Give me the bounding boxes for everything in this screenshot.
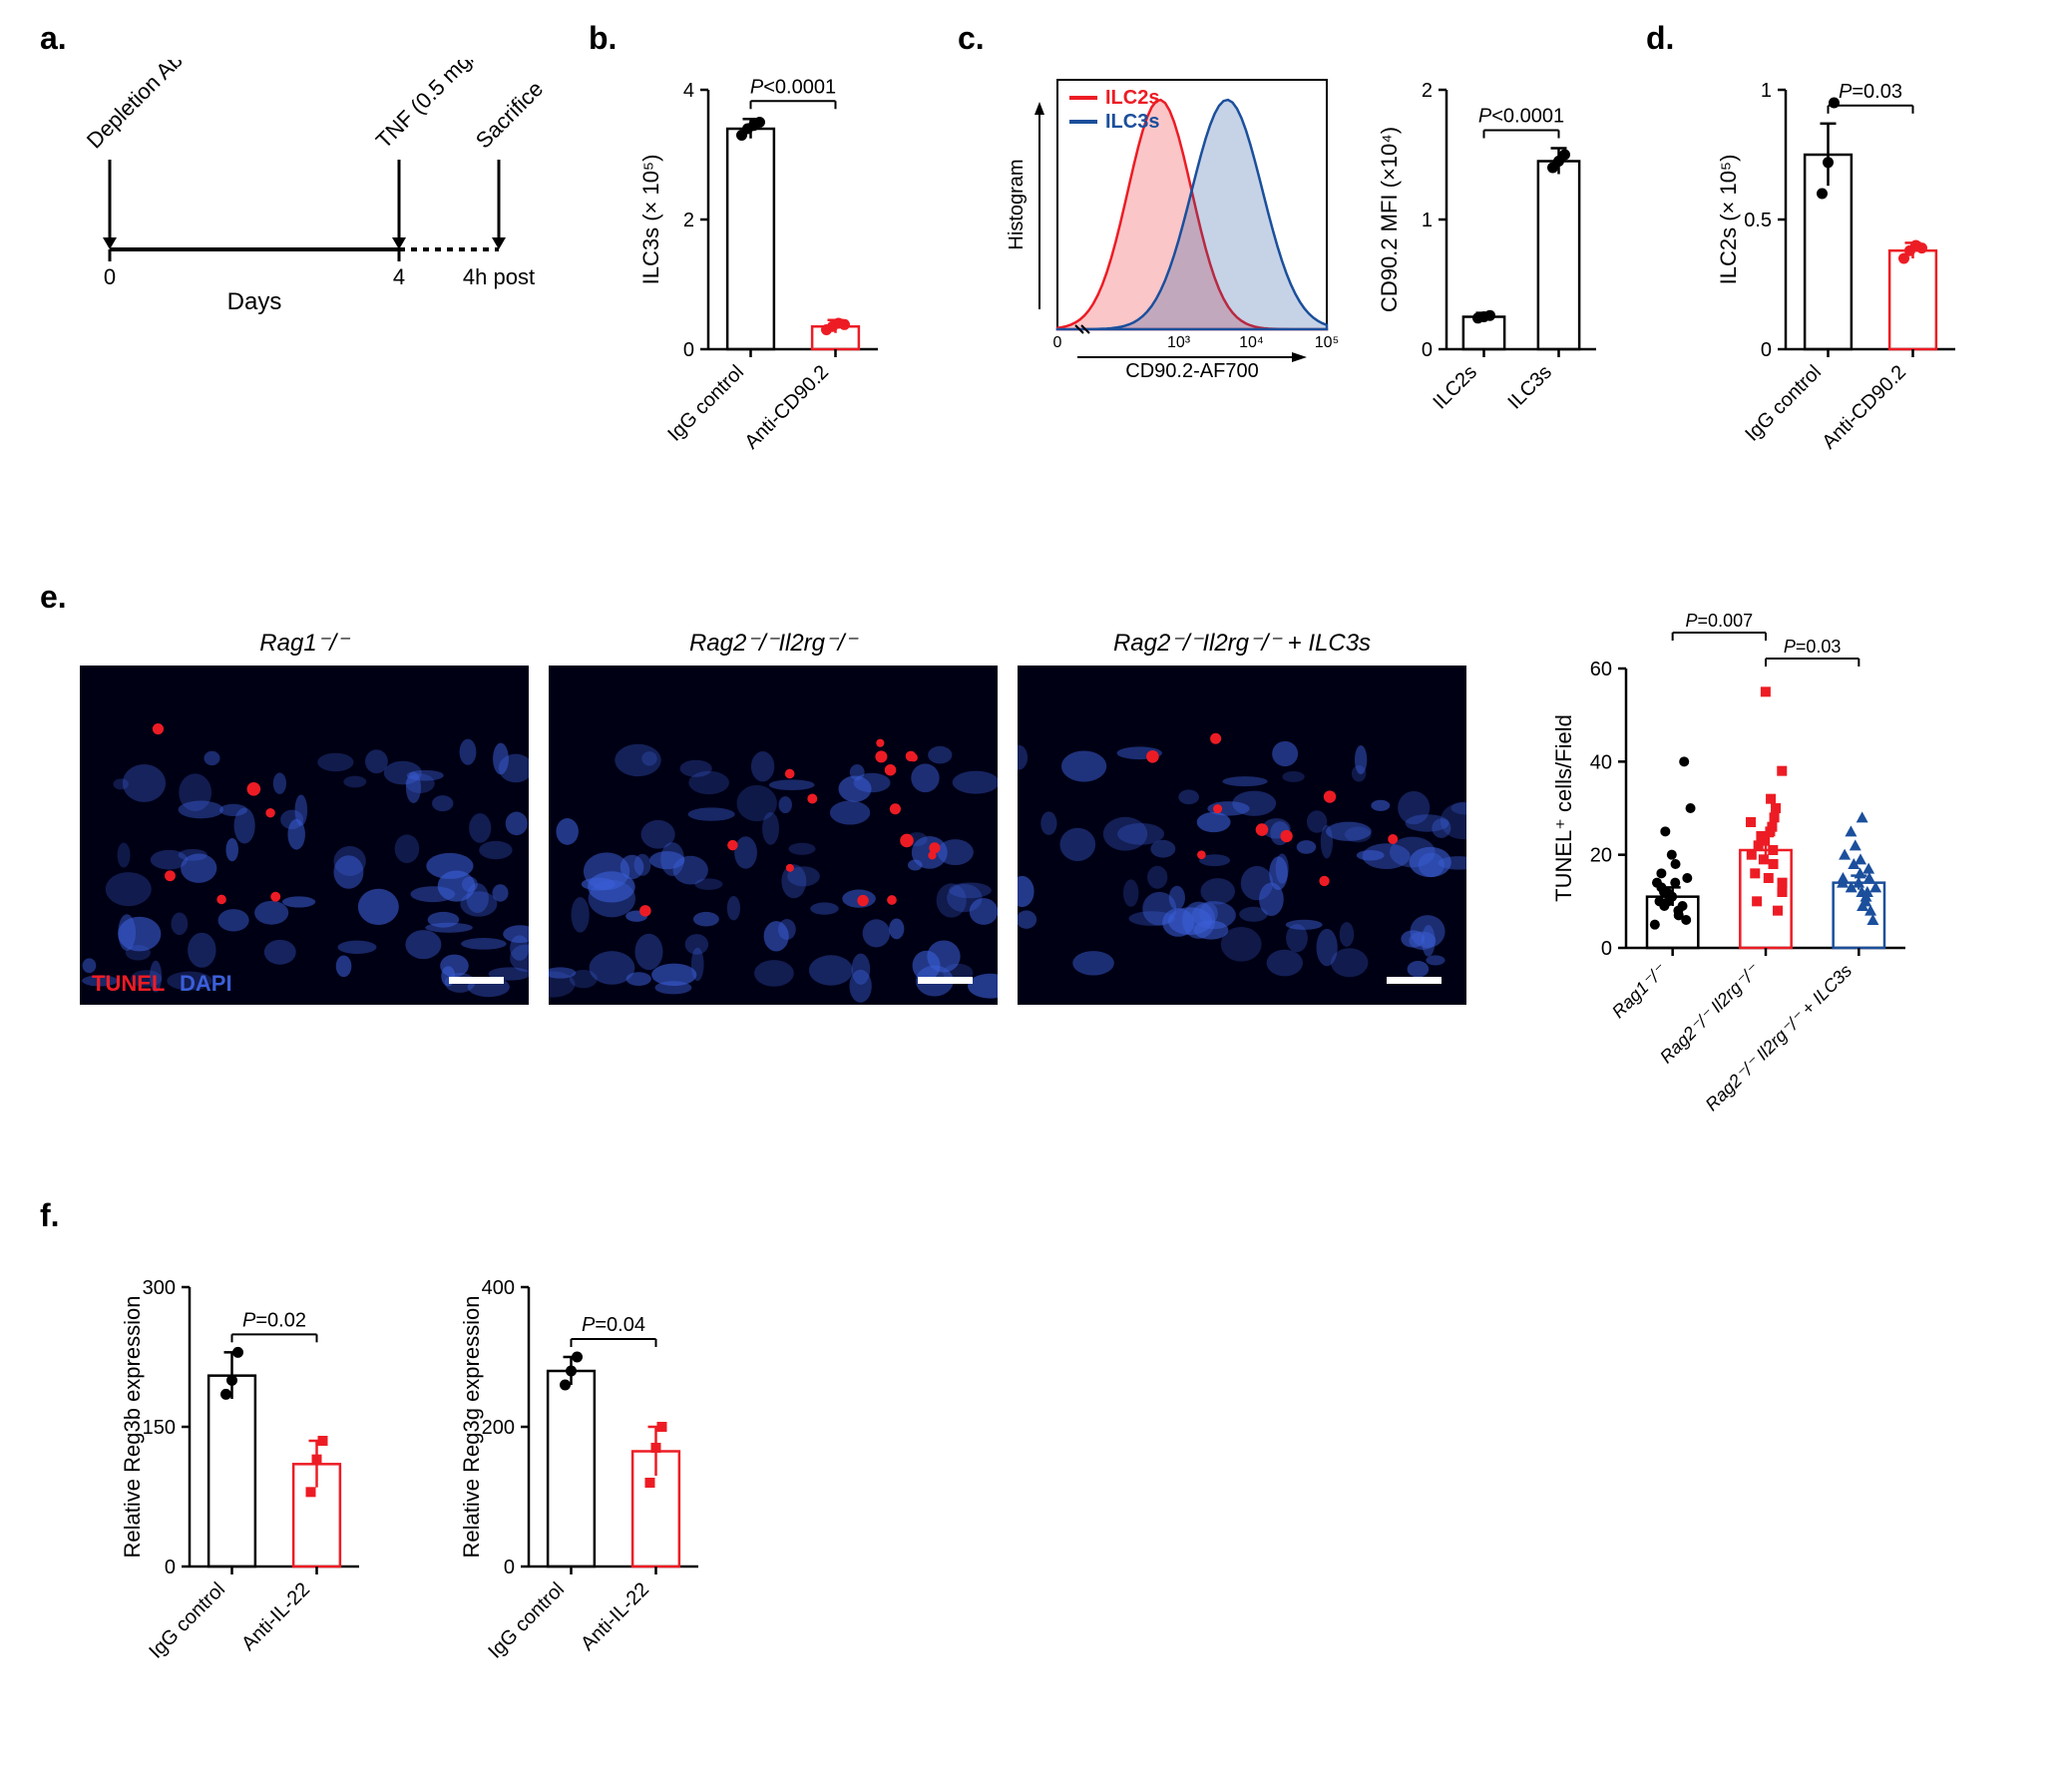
svg-text:150: 150 — [143, 1417, 176, 1439]
panel-label-a: a. — [40, 20, 67, 57]
svg-text:IgG control: IgG control — [1741, 361, 1826, 446]
svg-text:IgG control: IgG control — [484, 1578, 569, 1663]
svg-text:ILC2s: ILC2s — [1430, 361, 1482, 414]
svg-text:IgG control: IgG control — [145, 1578, 229, 1663]
svg-text:P=0.007: P=0.007 — [1686, 611, 1754, 631]
svg-text:2: 2 — [683, 210, 694, 231]
svg-text:0: 0 — [104, 264, 116, 289]
svg-text:60: 60 — [1590, 659, 1612, 680]
svg-text:Rag1⁻/⁻: Rag1⁻/⁻ — [1608, 960, 1671, 1023]
svg-text:Relative Reg3g expression: Relative Reg3g expression — [459, 1296, 484, 1559]
svg-text:Histogram: Histogram — [1006, 159, 1028, 249]
panel-c-bar-chart: 0 1 2 CD90.2 MFI (×10⁴) ILC2s ILC3s P<0.0001 — [1367, 50, 1626, 519]
histology-title: Rag1⁻/⁻ — [80, 629, 529, 658]
svg-text:0: 0 — [1053, 334, 1062, 351]
svg-text:Anti-IL-22: Anti-IL-22 — [577, 1578, 653, 1655]
histology-image-2: Rag2⁻/⁻Il2rg⁻/⁻ + ILC3s — [1018, 629, 1466, 1010]
svg-text:P<0.0001: P<0.0001 — [1478, 106, 1564, 128]
svg-text:200: 200 — [482, 1417, 515, 1439]
svg-text:Anti-CD90.2: Anti-CD90.2 — [740, 361, 833, 454]
svg-text:ILC2s: ILC2s — [1105, 87, 1159, 109]
svg-text:0: 0 — [504, 1557, 515, 1578]
svg-text:Anti-CD90.2: Anti-CD90.2 — [1818, 361, 1910, 454]
svg-text:CD90.2-AF700: CD90.2-AF700 — [1125, 360, 1258, 382]
histology-image-0: Rag1⁻/⁻ TUNEL DAPI — [80, 629, 529, 1010]
panel-e-images: Rag1⁻/⁻ TUNEL DAPI Rag2⁻/⁻Il2rg⁻/⁻ Rag2⁻/⁻Il… — [80, 629, 1486, 1010]
panel-c-histogram: Histogram CD90.2-AF700 0 10³ 10⁴ 10⁵ ILC2sILC3… — [998, 60, 1357, 389]
svg-text:300: 300 — [143, 1277, 176, 1299]
svg-text:10⁴: 10⁴ — [1239, 334, 1264, 351]
svg-text:0: 0 — [683, 339, 694, 361]
svg-text:P=0.03: P=0.03 — [1784, 637, 1842, 657]
histology-title: Rag2⁻/⁻Il2rg⁻/⁻ — [549, 629, 998, 658]
svg-text:P=0.03: P=0.03 — [1839, 81, 1902, 103]
histology-image-1: Rag2⁻/⁻Il2rg⁻/⁻ — [549, 629, 998, 1010]
svg-text:0: 0 — [1761, 339, 1772, 361]
svg-text:0: 0 — [165, 1557, 176, 1578]
svg-text:20: 20 — [1590, 845, 1612, 867]
svg-text:CD90.2 MFI (×10⁴): CD90.2 MFI (×10⁴) — [1377, 127, 1402, 312]
svg-text:IgG control: IgG control — [663, 361, 748, 446]
svg-text:ILC2s (× 10⁵): ILC2s (× 10⁵) — [1716, 155, 1741, 285]
panel-label-d: d. — [1646, 20, 1674, 57]
svg-text:4h post: 4h post — [463, 264, 535, 289]
svg-text:ILC3s (× 10⁵): ILC3s (× 10⁵) — [638, 155, 663, 285]
svg-text:1: 1 — [1422, 210, 1433, 231]
svg-text:ILC3s: ILC3s — [1105, 111, 1159, 133]
svg-text:0: 0 — [1601, 938, 1612, 960]
svg-text:Days: Days — [227, 288, 282, 315]
svg-text:TUNEL: TUNEL — [92, 971, 165, 996]
svg-text:P<0.0001: P<0.0001 — [750, 76, 836, 98]
svg-text:0.5: 0.5 — [1744, 210, 1772, 231]
panel-b-chart: 0 2 4 ILC3s (× 10⁵) IgG controlAnti-CD90.2 P<… — [619, 50, 928, 519]
svg-text:TUNEL⁺ cells/Field: TUNEL⁺ cells/Field — [1551, 714, 1576, 902]
svg-text:ILC3s: ILC3s — [1504, 361, 1557, 414]
svg-text:40: 40 — [1590, 751, 1612, 773]
svg-text:1: 1 — [1761, 80, 1772, 102]
panel-e-chart: 0 20 40 60 TUNEL⁺ cells/Field Rag1⁻/⁻Rag2⁻/⁻ … — [1536, 599, 2015, 1177]
svg-text:2: 2 — [1422, 80, 1433, 102]
panel-label-c: c. — [958, 20, 985, 57]
panel-label-f: f. — [40, 1197, 60, 1234]
svg-text:DAPI: DAPI — [180, 971, 232, 996]
histology-title: Rag2⁻/⁻Il2rg⁻/⁻ + ILC3s — [1018, 629, 1466, 658]
panel-f-chart1: 0 150 300Relative Reg3b expressionIgG cont… — [90, 1247, 409, 1756]
panel-label-b: b. — [589, 20, 617, 57]
svg-text:Relative Reg3b expression: Relative Reg3b expression — [120, 1296, 145, 1559]
svg-text:Depletion Abs: Depletion Abs — [82, 60, 196, 154]
svg-text:P=0.04: P=0.04 — [582, 1314, 645, 1336]
svg-text:0: 0 — [1422, 339, 1433, 361]
svg-text:10³: 10³ — [1167, 334, 1191, 351]
panel-a-timeline: Depletion AbsTNF (0.5 mg/kg)Sacrifice044… — [60, 60, 559, 339]
svg-text:Sacrifice: Sacrifice — [471, 76, 548, 153]
svg-text:10⁵: 10⁵ — [1315, 334, 1339, 351]
svg-text:Rag2⁻/⁻ Il2rg⁻/⁻: Rag2⁻/⁻ Il2rg⁻/⁻ — [1656, 960, 1764, 1068]
svg-text:4: 4 — [393, 264, 405, 289]
svg-text:P=0.02: P=0.02 — [242, 1309, 306, 1331]
svg-text:400: 400 — [482, 1277, 515, 1299]
svg-text:4: 4 — [683, 80, 694, 102]
panel-f-chart2: 0 200 400Relative Reg3g expressionIgG cont… — [429, 1247, 748, 1756]
panel-d-chart: 0 0.5 1 ILC2s (× 10⁵) IgG controlAnti-CD90.2… — [1686, 50, 2015, 519]
panel-label-e: e. — [40, 579, 67, 616]
svg-text:Anti-IL-22: Anti-IL-22 — [237, 1578, 314, 1655]
